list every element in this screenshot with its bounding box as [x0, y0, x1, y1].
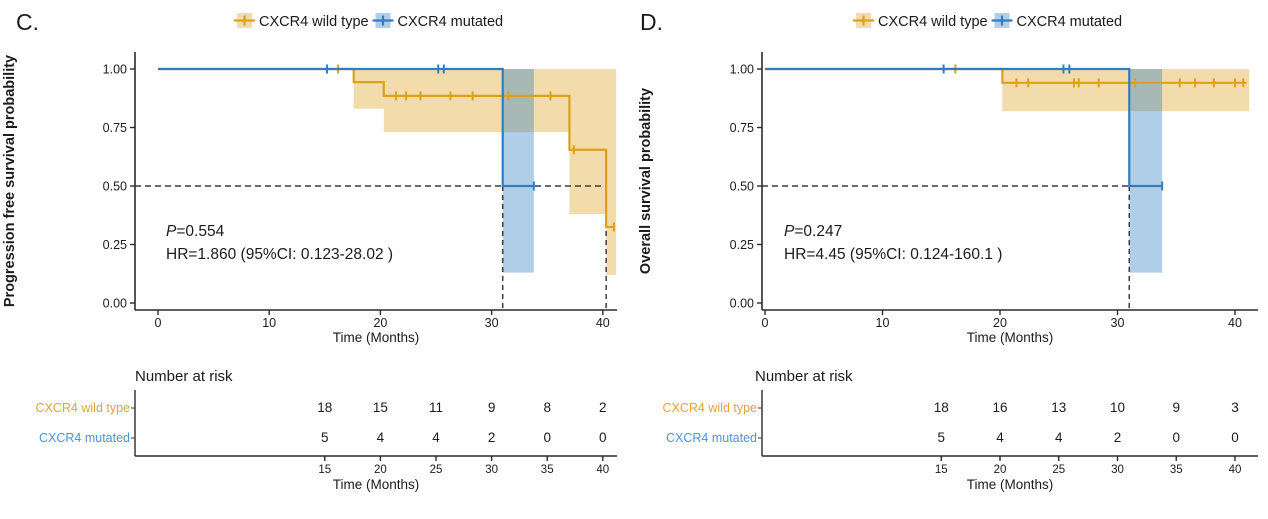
x-tick-label: 40 [1228, 316, 1242, 330]
risk-axis-tick-label: 20 [374, 464, 387, 476]
risk-value: 5 [321, 430, 329, 445]
y-tick-label: 0.50 [103, 180, 127, 194]
confidence-band [1129, 69, 1163, 273]
risk-axis-tick-label: 35 [541, 464, 554, 476]
panel-overall-survival: D. CXCR4 wild type CXCR4 mutated Overall su… [638, 9, 1258, 492]
x-tick-label: 30 [1111, 316, 1125, 330]
x-tick-label: 20 [993, 316, 1007, 330]
p-value-text: P=0.554 [166, 223, 225, 240]
risk-value: 18 [317, 400, 332, 415]
x-tick-label: 10 [876, 316, 890, 330]
risk-value: 0 [1231, 430, 1239, 445]
risk-table-title: Number at risk [755, 368, 853, 385]
risk-value: 16 [992, 400, 1007, 415]
risk-value: 9 [488, 400, 496, 415]
x-tick-label: 10 [262, 316, 276, 330]
y-tick-label: 0.50 [730, 180, 754, 194]
risk-value: 4 [996, 430, 1004, 445]
risk-axis-tick-label: 35 [1170, 464, 1183, 476]
legend-item: CXCR4 wild type [853, 13, 988, 30]
risk-value: 10 [1110, 400, 1125, 415]
risk-table-title: Number at risk [135, 368, 233, 385]
risk-value: 0 [599, 430, 607, 445]
risk-axis-tick-label: 15 [318, 464, 331, 476]
confidence-band [502, 69, 534, 273]
panel-label: C. [16, 9, 39, 35]
x-tick-label: 0 [155, 316, 162, 330]
y-tick-label: 0.00 [103, 297, 127, 311]
y-tick-label: 0.25 [103, 238, 127, 252]
survival-curve [158, 67, 614, 229]
risk-row-label: CXCR4 mutated [39, 431, 130, 445]
risk-value: 9 [1172, 400, 1180, 415]
confidence-band [353, 69, 617, 275]
y-axis-title: Overall survival probability [638, 88, 654, 274]
risk-axis-tick-label: 40 [596, 464, 609, 476]
x-tick-label: 0 [762, 316, 769, 330]
legend-item: CXCR4 wild type [234, 13, 369, 30]
p-value-text: P=0.247 [784, 223, 842, 240]
risk-value: 0 [543, 430, 551, 445]
risk-axis-tick-label: 30 [485, 464, 498, 476]
legend-label: CXCR4 wild type [259, 14, 369, 30]
y-tick-label: 1.00 [730, 63, 754, 77]
hazard-ratio-text: HR=4.45 (95%CI: 0.124-160.1 ) [784, 246, 1002, 263]
risk-value: 4 [377, 430, 385, 445]
survival-curve [158, 67, 534, 188]
risk-axis-tick-label: 30 [1111, 464, 1124, 476]
legend-item: CXCR4 mutated [991, 13, 1123, 30]
confidence-band [1002, 69, 1250, 112]
x-tick-label: 20 [373, 316, 387, 330]
legend-label: CXCR4 mutated [1017, 14, 1123, 30]
risk-value: 11 [429, 400, 443, 415]
y-axis-title: Progression free survival probability [2, 55, 18, 307]
x-tick-label: 40 [596, 316, 610, 330]
risk-row-label: CXCR4 wild type [663, 401, 758, 415]
risk-axis-tick-label: 25 [1052, 464, 1065, 476]
risk-value: 2 [488, 430, 496, 445]
panel-label: D. [640, 9, 663, 35]
risk-row-label: CXCR4 mutated [666, 431, 757, 445]
risk-value: 2 [599, 400, 607, 415]
risk-value: 4 [432, 430, 440, 445]
legend-label: CXCR4 wild type [878, 14, 988, 30]
hazard-ratio-text: HR=1.860 (95%CI: 0.123-28.02 ) [166, 246, 393, 263]
y-tick-label: 0.75 [103, 121, 127, 135]
legend-label: CXCR4 mutated [398, 14, 504, 30]
risk-axis-tick-label: 25 [430, 464, 443, 476]
risk-value: 4 [1055, 430, 1063, 445]
risk-value: 2 [1114, 430, 1122, 445]
risk-row-label: CXCR4 wild type [36, 401, 131, 415]
risk-table-x-axis-title: Time (Months) [967, 477, 1054, 492]
risk-table-x-axis-title: Time (Months) [333, 477, 420, 492]
risk-value: 18 [934, 400, 949, 415]
risk-axis-tick-label: 15 [935, 464, 948, 476]
legend-item: CXCR4 mutated [372, 13, 504, 30]
x-axis-title: Time (Months) [967, 330, 1054, 345]
x-axis-title: Time (Months) [333, 330, 420, 345]
risk-value: 3 [1231, 400, 1239, 415]
risk-value: 13 [1051, 400, 1066, 415]
risk-value: 8 [543, 400, 551, 415]
x-tick-label: 30 [485, 316, 499, 330]
y-tick-label: 0.75 [730, 121, 754, 135]
y-tick-label: 1.00 [103, 63, 127, 77]
risk-value: 15 [373, 400, 388, 415]
risk-value: 5 [937, 430, 945, 445]
panel-progression-free-survival: C. CXCR4 wild type CXCR4 mutated Progressio… [2, 9, 617, 492]
y-tick-label: 0.00 [730, 297, 754, 311]
survival-curve [765, 67, 1163, 188]
risk-value: 0 [1172, 430, 1180, 445]
y-tick-label: 0.25 [730, 238, 754, 252]
risk-axis-tick-label: 40 [1229, 464, 1242, 476]
risk-axis-tick-label: 20 [994, 464, 1007, 476]
